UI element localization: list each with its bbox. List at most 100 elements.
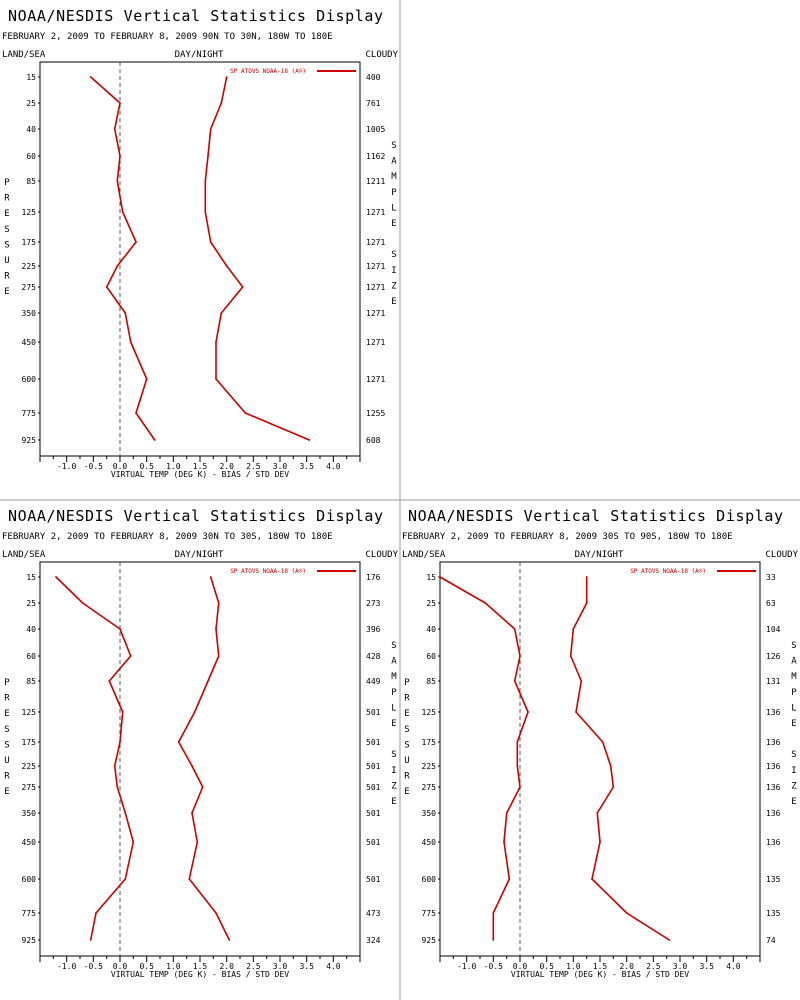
- x-tick-label: -1.0: [457, 962, 476, 971]
- pressure-level-label: 775: [22, 409, 37, 418]
- y-axis-label-letter: U: [404, 756, 409, 766]
- x-tick-label: -0.5: [84, 462, 103, 471]
- y-axis-label-letter: E: [4, 709, 9, 719]
- pressure-level-label: 350: [422, 809, 437, 818]
- pressure-level-label: 175: [22, 738, 37, 747]
- header-cloudy: CLOUDY: [765, 550, 798, 560]
- std-dev-point: [204, 180, 207, 182]
- pressure-level-label: 450: [422, 838, 437, 847]
- pressure-level-label: 600: [22, 875, 37, 884]
- std-dev-point: [188, 878, 191, 880]
- x-tick-label: 2.0: [619, 962, 634, 971]
- pressure-level-label: 925: [422, 936, 437, 945]
- bias-point: [95, 912, 97, 914]
- chart-panel-2: NOAA/NESDIS Vertical Statistics Display F…: [2, 507, 399, 979]
- std-dev-point: [580, 680, 583, 682]
- sample-size-label: 135: [766, 875, 781, 884]
- bias-point: [124, 312, 127, 314]
- y2-axis-label-letter: I: [791, 766, 796, 776]
- y-axis-label-letter: S: [4, 225, 9, 235]
- y2-axis-label-letter: P: [391, 688, 397, 698]
- y-axis-label-letter: E: [404, 787, 409, 797]
- bias-point: [113, 128, 116, 130]
- header-cloudy: CLOUDY: [365, 550, 398, 560]
- bias-point: [89, 939, 92, 941]
- std-dev-series-line: [569, 577, 670, 941]
- x-tick-label: 0.0: [113, 462, 128, 471]
- x-tick-label: 1.5: [193, 462, 208, 471]
- y-axis-label-letter: R: [4, 272, 10, 282]
- y2-axis-label-letter: I: [391, 766, 396, 776]
- std-dev-point: [225, 265, 228, 267]
- sample-size-label: 1005: [366, 125, 385, 134]
- pressure-level-label: 275: [22, 283, 37, 292]
- bias-point: [119, 102, 121, 104]
- sample-size-label: 1271: [366, 208, 385, 217]
- x-tick-label: 2.0: [219, 462, 234, 471]
- y-axis-label-letter: P: [4, 178, 10, 188]
- header-day-night: DAY/NIGHT: [175, 550, 224, 560]
- bias-point: [89, 76, 92, 78]
- bias-point: [508, 878, 511, 880]
- y2-axis-label-letter: M: [391, 172, 397, 182]
- y-axis-label-letter: E: [4, 209, 9, 219]
- y-axis-label-letter: U: [4, 256, 9, 266]
- x-tick-label: 2.5: [246, 962, 261, 971]
- x-tick-label: 0.5: [539, 962, 554, 971]
- pressure-level-label: 60: [26, 152, 36, 161]
- chart-subtitle: FEBRUARY 2, 2009 TO FEBRUARY 8, 2009 30N…: [2, 532, 333, 542]
- y-axis-label-letter: S: [4, 725, 9, 735]
- std-dev-point: [177, 741, 180, 743]
- pressure-level-label: 275: [422, 783, 437, 792]
- std-dev-point: [207, 155, 209, 157]
- bias-point: [119, 628, 121, 630]
- sample-size-label: 501: [366, 838, 381, 847]
- bias-point: [124, 878, 127, 880]
- pressure-level-label: 60: [426, 652, 436, 661]
- y-axis-label-letter: S: [4, 740, 9, 750]
- std-dev-point: [193, 711, 196, 713]
- header-land-sea: LAND/SEA: [402, 550, 446, 560]
- y-axis-label-letter: S: [404, 725, 409, 735]
- sample-size-label: 1255: [366, 409, 385, 418]
- bias-point: [129, 341, 132, 343]
- x-axis-label: VIRTUAL TEMP (DEG K) - BIAS / STD DEV: [111, 970, 289, 979]
- pressure-level-label: 775: [22, 909, 37, 918]
- std-dev-point: [625, 912, 628, 914]
- sample-size-label: 501: [366, 809, 381, 818]
- pressure-level-label: 225: [422, 762, 437, 771]
- sample-size-label: 136: [766, 762, 781, 771]
- y2-axis-label-letter: L: [391, 703, 396, 713]
- x-tick-label: 3.5: [699, 962, 714, 971]
- pressure-level-label: 225: [22, 762, 37, 771]
- plot-frame: [439, 561, 761, 957]
- bias-point: [135, 412, 137, 414]
- pressure-level-label: 40: [426, 625, 436, 634]
- pressure-level-label: 600: [422, 875, 437, 884]
- chart-title: NOAA/NESDIS Vertical Statistics Display: [8, 7, 384, 25]
- std-dev-point: [217, 602, 220, 604]
- x-tick-label: 2.5: [246, 462, 261, 471]
- y2-axis-label-letter: M: [791, 672, 797, 682]
- x-tick-label: 2.5: [646, 962, 661, 971]
- sample-size-label: 428: [366, 652, 381, 661]
- pressure-level-label: 60: [26, 652, 36, 661]
- y2-axis-label-letter: S: [391, 141, 396, 151]
- y-axis-label-letter: E: [4, 787, 9, 797]
- std-dev-point: [215, 628, 217, 630]
- std-dev-point: [209, 128, 212, 130]
- y-axis-label-letter: R: [4, 772, 10, 782]
- pressure-level-label: 125: [22, 708, 37, 717]
- header-land-sea: LAND/SEA: [2, 550, 46, 560]
- bias-point: [116, 265, 119, 267]
- y2-axis-label-letter: A: [391, 157, 397, 167]
- sample-size-label: 1162: [366, 152, 385, 161]
- y2-axis-label-letter: E: [391, 797, 396, 807]
- sample-size-label: 400: [366, 73, 381, 82]
- x-tick-label: 4.0: [326, 962, 341, 971]
- y2-axis-label-letter: P: [791, 688, 797, 698]
- sample-size-label: 501: [366, 738, 381, 747]
- sample-size-label: 1271: [366, 283, 385, 292]
- sample-size-label: 473: [366, 909, 381, 918]
- sample-size-label: 1271: [366, 262, 385, 271]
